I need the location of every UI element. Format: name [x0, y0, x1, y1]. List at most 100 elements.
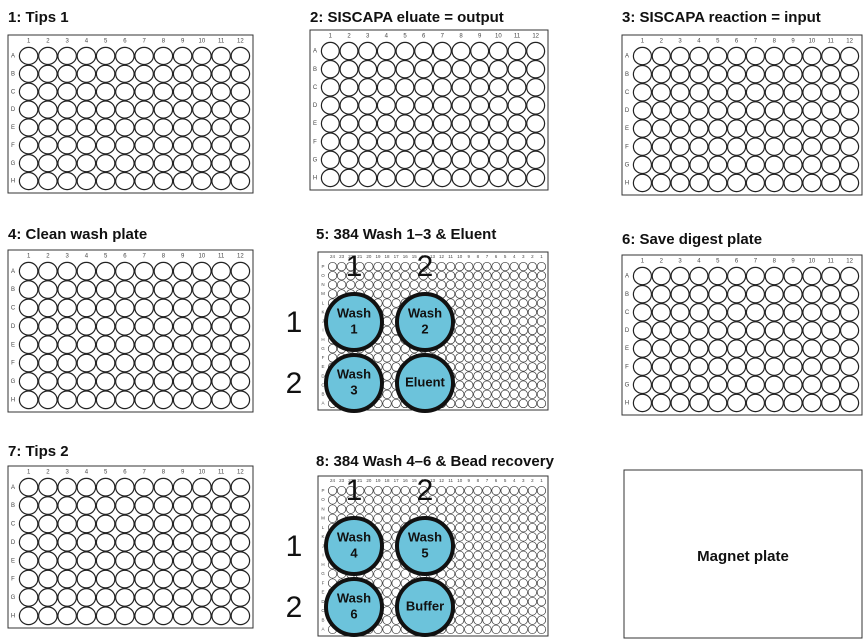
well [391, 344, 401, 354]
well [500, 362, 510, 372]
well [134, 118, 154, 137]
well [427, 280, 438, 290]
column-number: 10 [495, 34, 502, 40]
well [527, 280, 537, 290]
well [527, 569, 537, 579]
well [446, 271, 456, 281]
well [192, 100, 212, 119]
well [464, 261, 474, 272]
row-letter: D [625, 328, 630, 334]
well [783, 101, 803, 120]
well [230, 496, 251, 515]
well [57, 118, 77, 137]
well [783, 64, 803, 84]
well [536, 298, 547, 308]
well [491, 596, 501, 607]
well [764, 137, 784, 156]
well [518, 380, 528, 390]
well [57, 82, 77, 101]
well [391, 495, 401, 505]
well [500, 559, 510, 570]
well [211, 154, 231, 173]
well [391, 485, 401, 496]
well [57, 477, 77, 497]
well [446, 280, 456, 290]
well [337, 261, 347, 272]
well [821, 173, 841, 193]
spot-label: Wash [337, 366, 371, 381]
row-letter: E [625, 346, 629, 352]
well [491, 532, 501, 542]
well [320, 41, 340, 61]
well [134, 154, 154, 173]
well [337, 504, 347, 514]
well [192, 514, 212, 534]
well [764, 155, 784, 175]
well [473, 550, 483, 561]
column-number: 11 [218, 254, 225, 260]
well [211, 372, 231, 391]
well [464, 569, 474, 579]
well [153, 569, 174, 589]
well [192, 154, 212, 173]
column-number: 2 [46, 254, 50, 260]
well [327, 261, 338, 272]
well [57, 280, 77, 299]
well [355, 495, 365, 505]
well [391, 578, 401, 588]
row-letter: P [321, 488, 324, 493]
well [153, 335, 174, 355]
well [451, 132, 471, 151]
well [745, 119, 766, 138]
well [18, 100, 39, 119]
well [95, 46, 116, 66]
plate-title: 5: 384 Wash 1–3 & Eluent [316, 226, 496, 243]
column-number: 11 [448, 478, 453, 483]
well [18, 532, 39, 552]
well [526, 114, 546, 133]
well [382, 353, 392, 363]
well [418, 280, 428, 290]
well [839, 155, 860, 175]
well [839, 173, 860, 193]
well [76, 588, 97, 607]
well [211, 316, 231, 336]
well [358, 59, 378, 79]
row-letter: E [11, 125, 15, 131]
well [821, 357, 841, 376]
well [337, 271, 347, 281]
well [473, 596, 483, 607]
well [346, 271, 356, 281]
well [395, 150, 415, 170]
column-number: 12 [237, 470, 244, 476]
well [230, 118, 251, 137]
well [500, 261, 510, 272]
well [464, 541, 474, 551]
well [230, 353, 251, 373]
well [446, 289, 456, 299]
well [76, 335, 97, 355]
well [153, 514, 174, 534]
well [18, 298, 39, 318]
well [764, 375, 784, 395]
well [509, 504, 519, 514]
well [464, 532, 474, 542]
well [18, 569, 39, 589]
well [526, 78, 546, 97]
well [464, 513, 474, 524]
well [491, 615, 501, 625]
well [726, 284, 747, 304]
well [172, 514, 193, 534]
well [491, 289, 501, 299]
column-number: 10 [457, 254, 463, 259]
well [211, 118, 231, 137]
well [500, 587, 510, 598]
well [373, 289, 383, 299]
well [211, 82, 231, 101]
well [821, 155, 841, 175]
well [172, 118, 193, 137]
well [708, 266, 728, 286]
column-number: 5 [504, 254, 507, 259]
well [455, 596, 465, 607]
well [95, 171, 116, 191]
